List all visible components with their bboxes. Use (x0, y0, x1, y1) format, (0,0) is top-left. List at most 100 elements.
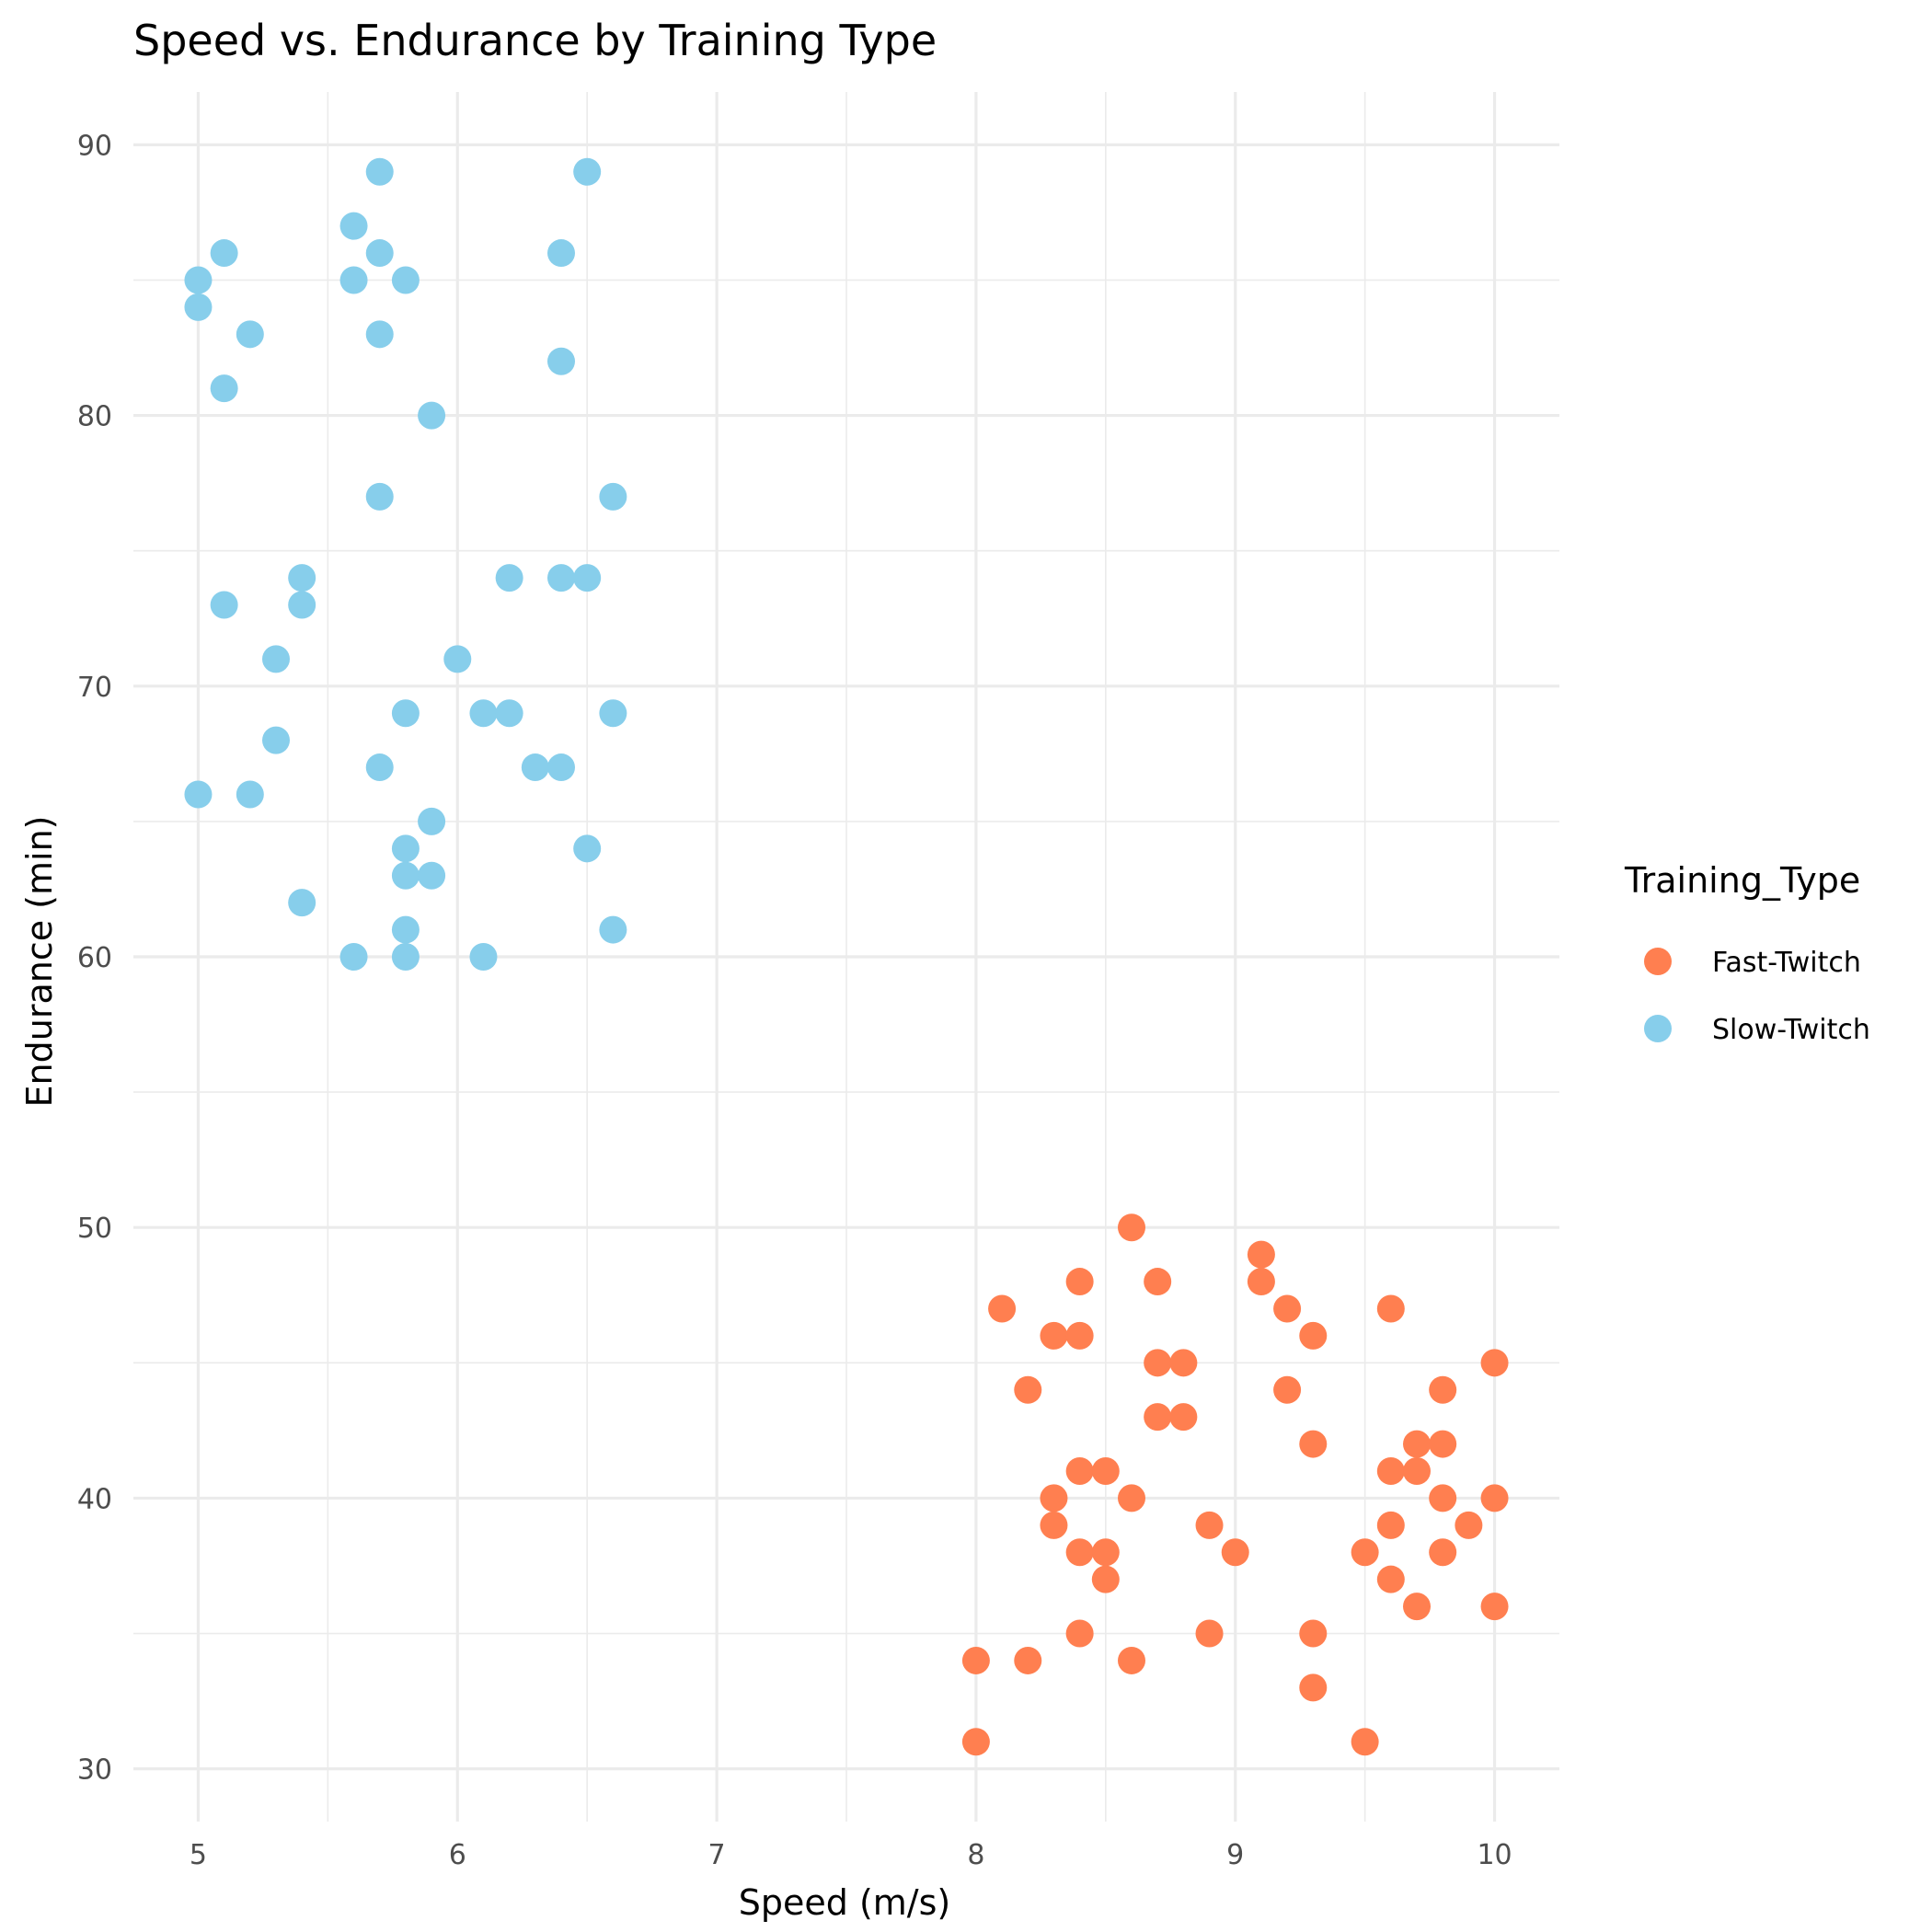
data-point (573, 834, 602, 863)
data-point (1429, 1430, 1457, 1458)
y-tick-label: 60 (77, 942, 112, 974)
data-point (547, 239, 575, 268)
data-point (210, 239, 238, 268)
data-point (1351, 1538, 1379, 1567)
data-point (961, 1646, 990, 1674)
data-point (1273, 1375, 1302, 1404)
data-point (288, 564, 316, 592)
data-point (1118, 1213, 1145, 1242)
data-point (1351, 1728, 1379, 1756)
data-point (1429, 1375, 1457, 1404)
data-point (469, 699, 498, 728)
data-point (988, 1294, 1017, 1323)
legend: Training_Type Fast-Twitch Slow-Twitch (1624, 860, 1870, 1046)
data-point (236, 320, 264, 349)
data-point (1376, 1294, 1405, 1323)
data-point (547, 347, 575, 375)
data-point (1480, 1484, 1509, 1512)
data-point (391, 915, 420, 944)
data-point (1403, 1593, 1431, 1621)
data-point (573, 564, 602, 592)
data-point (1144, 1403, 1172, 1432)
data-point (1065, 1456, 1094, 1485)
data-point (418, 807, 446, 835)
data-point (599, 915, 627, 944)
chart-title: Speed vs. Endurance by Training Type (133, 16, 937, 65)
data-point (1091, 1565, 1120, 1593)
data-point (1247, 1240, 1275, 1269)
data-point (365, 320, 394, 349)
data-point (1195, 1619, 1224, 1648)
data-point (1480, 1349, 1509, 1377)
data-point (1247, 1268, 1275, 1296)
data-point (1014, 1375, 1042, 1404)
data-point (1195, 1511, 1224, 1539)
data-point (961, 1728, 990, 1756)
y-axis-title: Endurance (min) (19, 816, 60, 1108)
data-point (1299, 1619, 1328, 1648)
data-point (210, 591, 238, 619)
data-point (1091, 1538, 1120, 1567)
x-tick-label: 6 (449, 1839, 466, 1871)
data-point (418, 401, 446, 430)
data-point (1144, 1268, 1172, 1296)
data-point (365, 482, 394, 511)
data-point (547, 564, 575, 592)
data-point (1376, 1511, 1405, 1539)
data-point (1299, 1673, 1328, 1702)
data-point (1144, 1349, 1172, 1377)
x-tick-label: 9 (1226, 1839, 1244, 1871)
data-point (1403, 1430, 1431, 1458)
y-axis-ticks: 30 40 50 60 70 80 90 (77, 130, 112, 1786)
data-point (1299, 1321, 1328, 1350)
x-tick-label: 5 (190, 1839, 207, 1871)
data-point (236, 780, 264, 809)
data-point (1376, 1565, 1405, 1593)
data-point (184, 293, 213, 321)
data-point (1455, 1511, 1483, 1539)
legend-key (1644, 1015, 1672, 1042)
data-point (288, 889, 316, 917)
data-point (1040, 1484, 1068, 1512)
data-point (210, 374, 238, 403)
data-point (547, 753, 575, 782)
data-point (1376, 1456, 1405, 1485)
x-tick-label: 7 (708, 1839, 726, 1871)
data-point (391, 266, 420, 294)
data-point (495, 564, 523, 592)
data-point (391, 861, 420, 890)
data-point (443, 645, 472, 673)
data-point (1118, 1646, 1145, 1674)
data-point (573, 157, 602, 186)
data-point (1065, 1619, 1094, 1648)
data-point (495, 699, 523, 728)
data-point (1118, 1484, 1145, 1512)
data-point (184, 266, 213, 294)
y-tick-label: 40 (77, 1483, 112, 1515)
data-point (599, 482, 627, 511)
data-point (391, 834, 420, 863)
data-point (1065, 1538, 1094, 1567)
data-point (1065, 1268, 1094, 1296)
data-point (1221, 1538, 1249, 1567)
x-axis-title: Speed (m/s) (739, 1882, 950, 1923)
x-axis-ticks: 5 6 7 8 9 10 (190, 1839, 1512, 1871)
y-tick-label: 80 (77, 401, 112, 433)
data-points (184, 157, 1509, 1756)
y-tick-label: 30 (77, 1754, 112, 1787)
data-point (599, 699, 627, 728)
data-point (1169, 1349, 1198, 1377)
y-tick-label: 70 (77, 672, 112, 704)
data-point (1014, 1646, 1042, 1674)
data-point (1040, 1511, 1068, 1539)
legend-title: Training_Type (1624, 860, 1860, 901)
data-point (1299, 1430, 1328, 1458)
data-point (1273, 1294, 1302, 1323)
major-gridlines (133, 92, 1559, 1822)
data-point (262, 726, 290, 754)
data-point (1169, 1403, 1198, 1432)
data-point (184, 780, 213, 809)
data-point (339, 266, 368, 294)
y-tick-label: 90 (77, 130, 112, 162)
